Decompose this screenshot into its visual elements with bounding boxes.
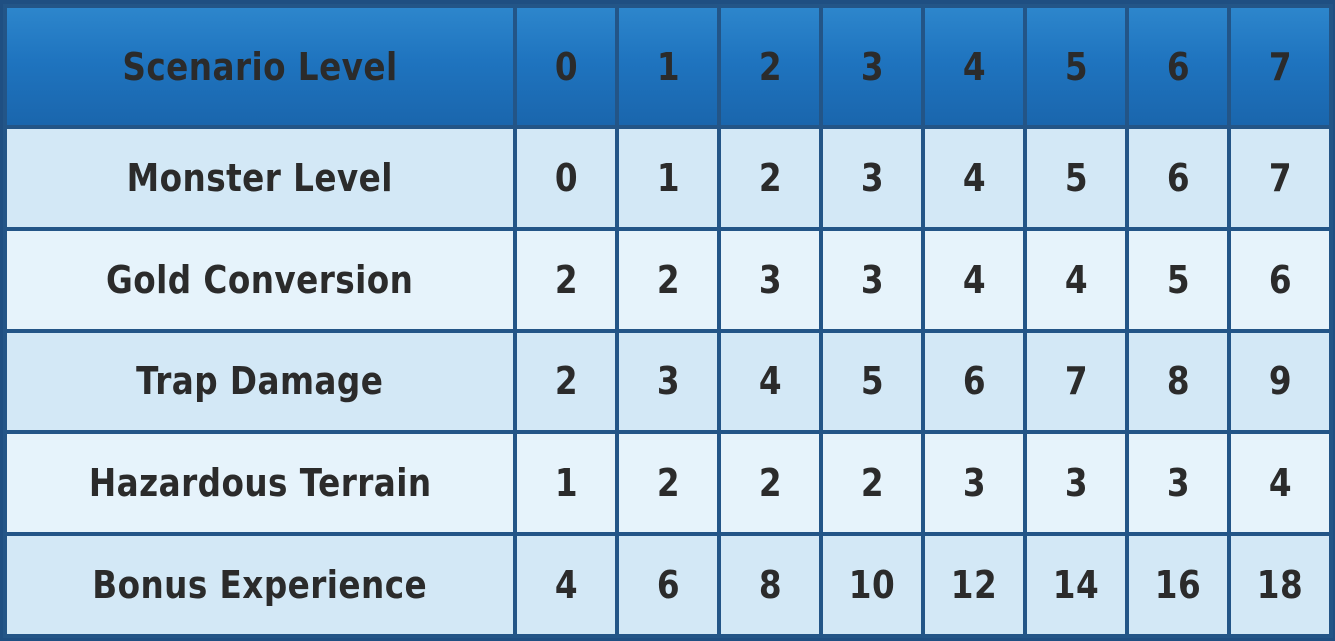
row-label: Monster Level	[7, 129, 513, 227]
header-level-3: 3	[823, 8, 921, 125]
table-cell: 14	[1027, 536, 1125, 634]
row-label: Gold Conversion	[7, 230, 513, 329]
table-cell: 6	[925, 332, 1023, 431]
table-cell: 6	[619, 536, 717, 634]
table-cell: 6	[1129, 129, 1227, 227]
table-cell: 7	[1231, 129, 1329, 227]
table-cell: 6	[1231, 230, 1329, 329]
table-row: Monster Level 0 1 2 3 4 5 6 7	[7, 129, 1329, 227]
table-row: Trap Damage 2 3 4 5 6 7 8 9	[7, 332, 1329, 431]
table-cell: 4	[721, 332, 819, 431]
table-cell: 4	[925, 129, 1023, 227]
table-cell: 1	[517, 434, 615, 533]
table-cell: 4	[1027, 230, 1125, 329]
table-cell: 2	[517, 332, 615, 431]
table-cell: 2	[619, 230, 717, 329]
table-row: Gold Conversion 2 2 3 3 4 4 5 6	[7, 230, 1329, 329]
table-cell: 4	[925, 230, 1023, 329]
table-cell: 2	[619, 434, 717, 533]
row-label: Bonus Experience	[7, 536, 513, 634]
table-cell: 5	[1129, 230, 1227, 329]
table-cell: 8	[721, 536, 819, 634]
table-cell: 10	[823, 536, 921, 634]
table-cell: 16	[1129, 536, 1227, 634]
row-label: Hazardous Terrain	[7, 434, 513, 533]
table-cell: 5	[823, 332, 921, 431]
table-cell: 3	[925, 434, 1023, 533]
scenario-level-table: Scenario Level 0 1 2 3 4 5 6 7 Monster L…	[3, 4, 1333, 638]
table-cell: 7	[1027, 332, 1125, 431]
table-cell: 9	[1231, 332, 1329, 431]
table-cell: 2	[823, 434, 921, 533]
table-cell: 2	[721, 434, 819, 533]
row-label: Trap Damage	[7, 332, 513, 431]
header-level-4: 4	[925, 8, 1023, 125]
table-cell: 4	[1231, 434, 1329, 533]
table-cell: 3	[823, 129, 921, 227]
table-cell: 12	[925, 536, 1023, 634]
header-level-7: 7	[1231, 8, 1329, 125]
header-level-1: 1	[619, 8, 717, 125]
table-cell: 5	[1027, 129, 1125, 227]
table-cell: 3	[1129, 434, 1227, 533]
table-cell: 0	[517, 129, 615, 227]
header-level-2: 2	[721, 8, 819, 125]
table-cell: 8	[1129, 332, 1227, 431]
table-cell: 4	[517, 536, 615, 634]
table-row: Hazardous Terrain 1 2 2 2 3 3 3 4	[7, 434, 1329, 533]
table-cell: 2	[721, 129, 819, 227]
header-level-6: 6	[1129, 8, 1227, 125]
table-cell: 3	[823, 230, 921, 329]
table-cell: 3	[619, 332, 717, 431]
header-label: Scenario Level	[7, 8, 513, 125]
table-cell: 3	[1027, 434, 1125, 533]
table-row: Bonus Experience 4 6 8 10 12 14 16 18	[7, 536, 1329, 634]
header-level-5: 5	[1027, 8, 1125, 125]
header-row: Scenario Level 0 1 2 3 4 5 6 7	[7, 8, 1329, 125]
table-cell: 3	[721, 230, 819, 329]
table-cell: 1	[619, 129, 717, 227]
header-level-0: 0	[517, 8, 615, 125]
table-cell: 18	[1231, 536, 1329, 634]
table-cell: 2	[517, 230, 615, 329]
